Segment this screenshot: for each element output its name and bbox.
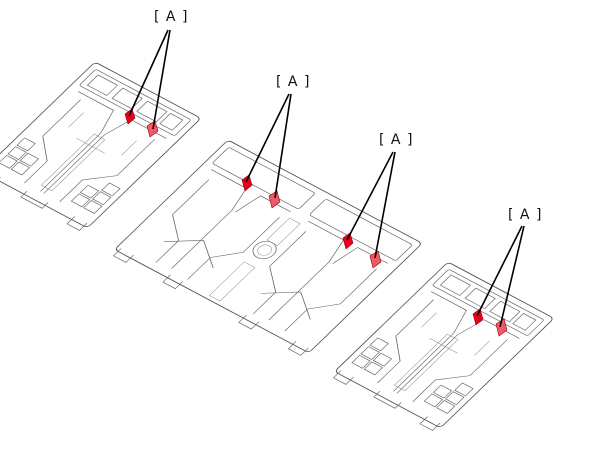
highlight-part-2b [268,190,281,209]
callout-label-2: [ A ] [276,74,310,90]
highlight-part-1a [124,108,136,125]
highlight-part-3a [342,232,354,250]
highlight-part-1b [146,120,159,138]
tray-wide-center [109,139,423,358]
highlight-part-2a [241,174,253,192]
callout-label-1: [ A ] [154,9,188,25]
highlight-part-4a [472,308,484,326]
callout-label-4: [ A ] [508,207,542,223]
callout-label-3: [ A ] [379,132,413,148]
callout-lines [128,29,525,328]
